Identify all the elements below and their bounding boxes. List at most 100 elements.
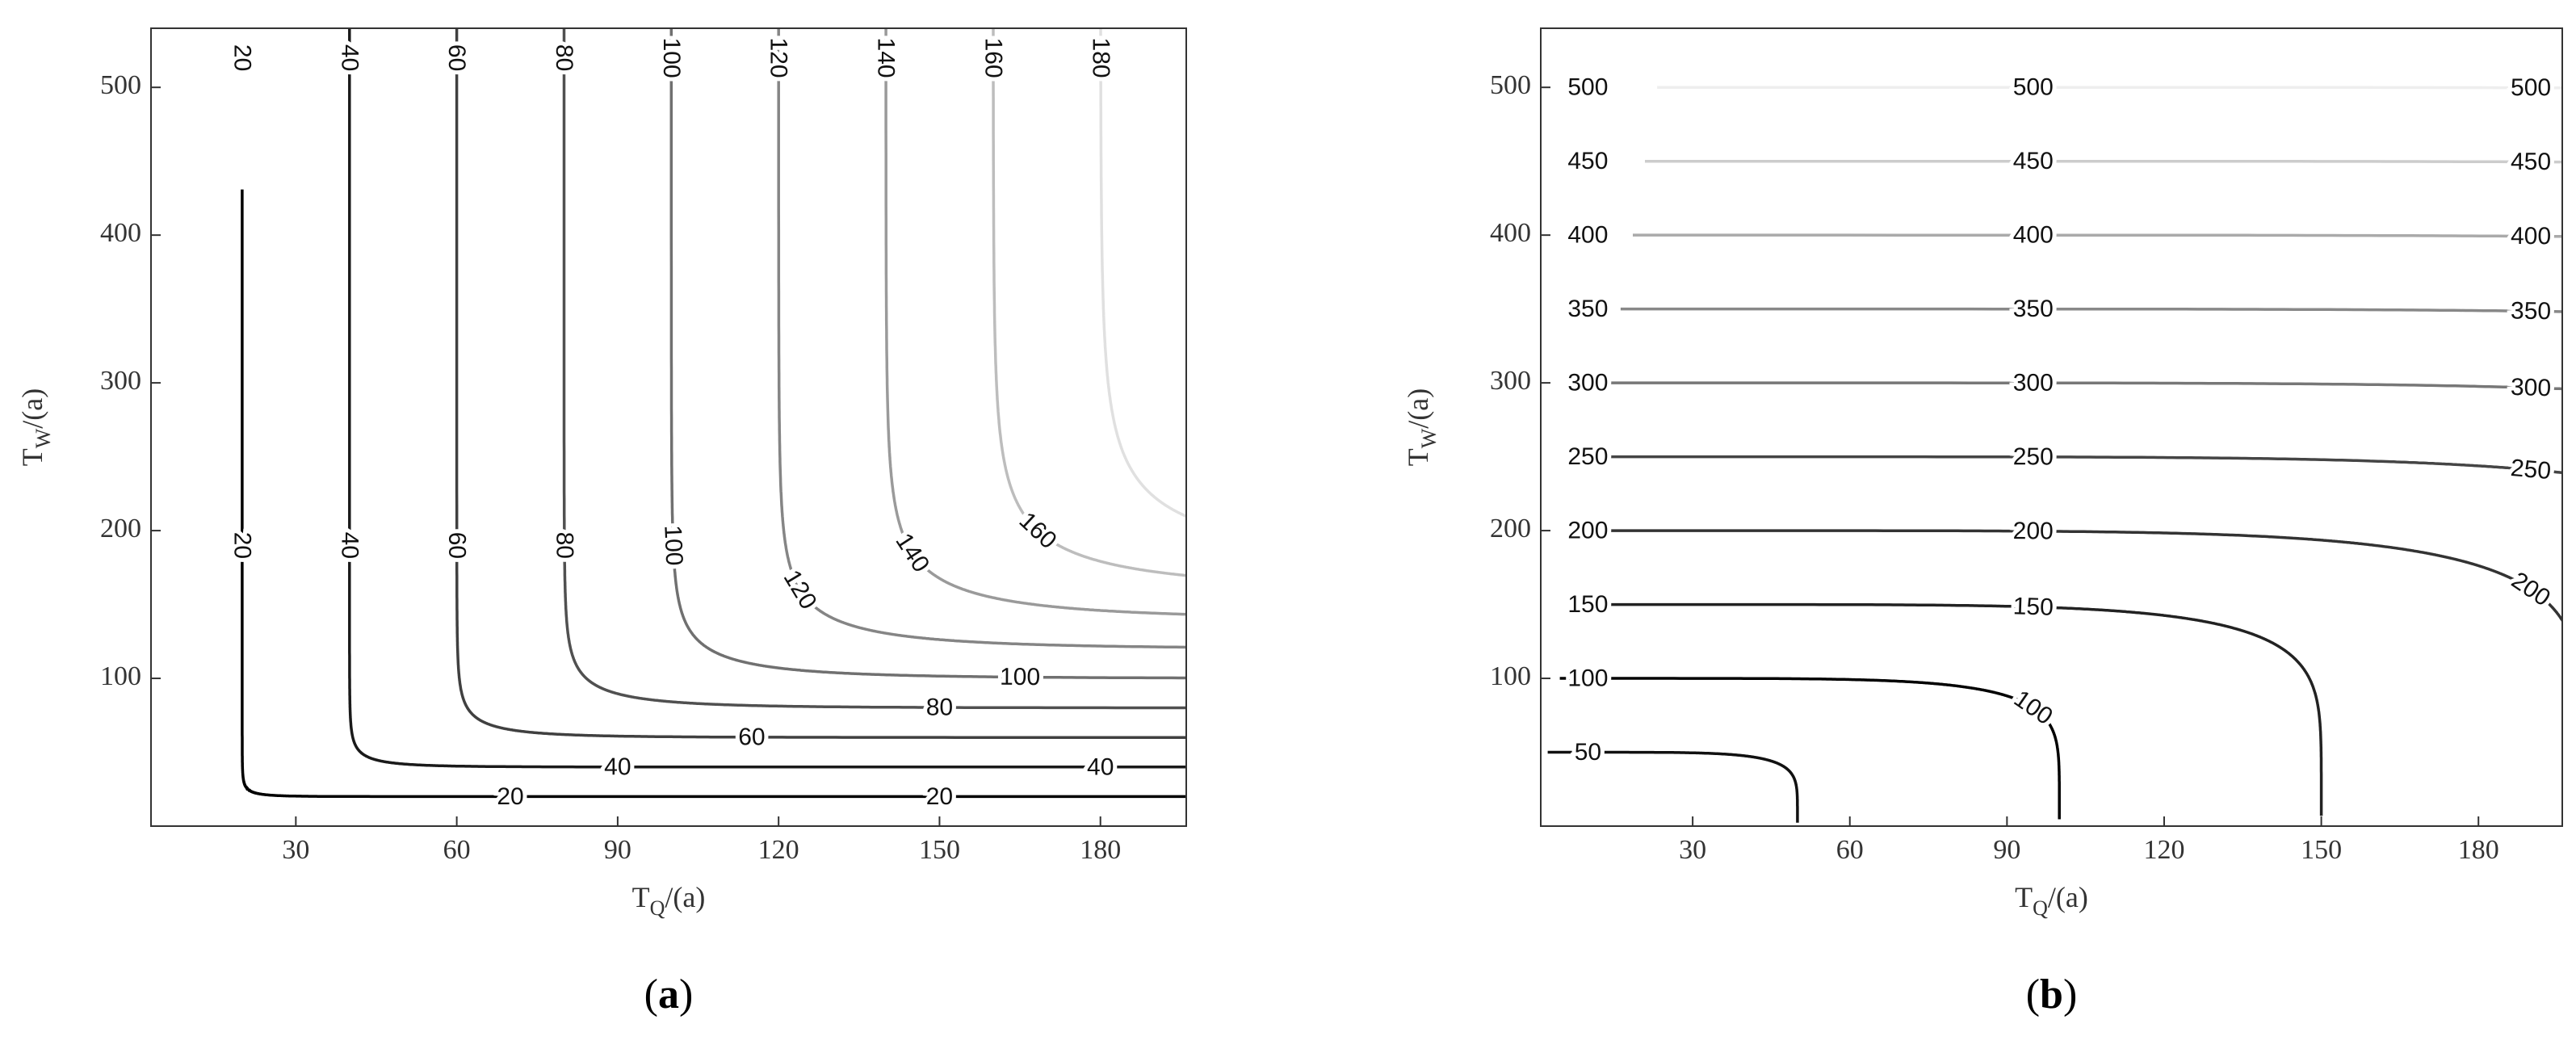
y-tick-label: 500 — [100, 70, 141, 100]
contour-label: 200 — [2013, 518, 2054, 544]
caption: (b) — [2026, 971, 2078, 1018]
contour-label: 300 — [1567, 370, 1608, 397]
contour-label: 350 — [2511, 298, 2552, 325]
contour-label: 250 — [1567, 443, 1608, 470]
caption: (a) — [644, 971, 694, 1018]
contour-label: 300 — [2511, 374, 2552, 402]
caption-close: ) — [2063, 971, 2077, 1018]
contours — [241, 28, 1186, 799]
x-tick-label: 150 — [919, 835, 960, 865]
contour-label: 120 — [766, 38, 792, 78]
contour-label: 350 — [1567, 296, 1608, 322]
contour-label: 500 — [2511, 74, 2551, 101]
x-tick-label: 150 — [2301, 835, 2342, 865]
x-axis-label-main: T — [2015, 881, 2033, 913]
plot-frame — [150, 27, 1187, 827]
y-tick-label: 200 — [100, 514, 141, 543]
contour-label: 160 — [980, 38, 1006, 78]
contour-label: 500 — [2013, 74, 2054, 101]
contour-label: 100 — [659, 525, 687, 566]
contour-label: 100 — [1567, 665, 1608, 692]
y-axis-label-sub: W — [31, 428, 55, 448]
x-tick-label: 180 — [2458, 835, 2499, 865]
x-axis-label: TQ/(a) — [632, 881, 706, 920]
contour-label: 140 — [873, 38, 900, 78]
contour-line — [562, 28, 1186, 710]
y-axis-label-rest: /(a) — [16, 388, 48, 429]
contour-line — [1608, 381, 2562, 391]
x-tick-label: 90 — [1993, 835, 2020, 865]
contour-label: 40 — [604, 753, 631, 780]
y-axis-label: TW/(a) — [16, 388, 55, 467]
y-tick-label: 400 — [100, 218, 141, 248]
contour-line — [1547, 750, 1799, 823]
contour-label: 250 — [2013, 443, 2054, 470]
x-tick-label: 30 — [1679, 835, 1706, 865]
caption-open: ( — [644, 971, 658, 1018]
contour-line — [455, 28, 1186, 739]
y-tick-label: 100 — [100, 661, 141, 691]
contour-label: 450 — [2013, 148, 2054, 174]
contours — [1547, 86, 2562, 823]
contour-label: 150 — [2012, 593, 2054, 621]
contour-label: 60 — [443, 44, 470, 71]
contour-label: 150 — [1567, 591, 1608, 618]
contour-line — [884, 28, 1186, 616]
x-axis-label-rest: /(a) — [665, 881, 705, 913]
x-tick-label: 30 — [282, 835, 309, 865]
x-tick-label: 180 — [1080, 835, 1121, 865]
contour-label: 40 — [336, 44, 363, 71]
x-tick-label: 60 — [1836, 835, 1864, 865]
y-tick-label: 200 — [1490, 514, 1531, 543]
x-axis-label-main: T — [632, 881, 650, 913]
contour-label: 60 — [443, 532, 470, 559]
contour-label: 100 — [1000, 664, 1040, 690]
contour-line — [992, 28, 1186, 577]
contour-line — [1571, 602, 2323, 816]
contour-label: 300 — [2013, 370, 2054, 397]
x-tick-label: 90 — [604, 835, 631, 865]
contour-label: 80 — [551, 532, 577, 560]
y-tick-label: 500 — [1490, 70, 1531, 100]
y-tick-label: 300 — [1490, 366, 1531, 396]
contour-label: 20 — [926, 783, 953, 810]
contour-label: 20 — [229, 44, 255, 71]
y-axis-label-sub: W — [1417, 428, 1441, 448]
y-axis-label: TW/(a) — [1402, 388, 1441, 467]
caption-letter: b — [2040, 971, 2063, 1018]
contour-label: 20 — [497, 783, 523, 810]
x-axis-label-rest: /(a) — [2048, 881, 2088, 913]
contour-label: 400 — [2013, 222, 2054, 249]
y-tick-label: 300 — [100, 366, 141, 396]
y-tick-label: 100 — [1490, 661, 1531, 691]
x-tick-label: 60 — [443, 835, 471, 865]
x-axis-label-sub: Q — [2033, 896, 2048, 920]
contour-line — [1559, 677, 2061, 820]
x-tick-label: 120 — [758, 835, 799, 865]
y-axis-label-main: T — [1402, 448, 1434, 466]
x-axis-label-sub: Q — [650, 896, 665, 920]
contour-label: 20 — [229, 532, 255, 559]
y-axis-label-main: T — [16, 448, 48, 466]
contour-label: 400 — [1567, 222, 1608, 249]
contour-line — [777, 28, 1186, 649]
contour-line — [1099, 28, 1186, 518]
contour-label: 350 — [2013, 296, 2054, 322]
contour-line — [1584, 529, 2562, 623]
contour-label: 80 — [551, 44, 577, 71]
plot-frame — [1540, 27, 2563, 827]
contour-line — [669, 28, 1186, 680]
contour-label: 450 — [1567, 148, 1608, 174]
contour-label: 100 — [658, 38, 685, 78]
x-axis-label: TQ/(a) — [2015, 881, 2088, 920]
contour-line — [241, 189, 1186, 799]
y-axis-label-rest: /(a) — [1402, 388, 1434, 429]
contour-label: 60 — [738, 724, 765, 750]
contour-label: 40 — [336, 532, 363, 559]
caption-letter: a — [658, 971, 679, 1018]
contour-line — [348, 28, 1186, 769]
contour-label: 250 — [2510, 455, 2553, 485]
contour-label: 180 — [1088, 38, 1114, 78]
